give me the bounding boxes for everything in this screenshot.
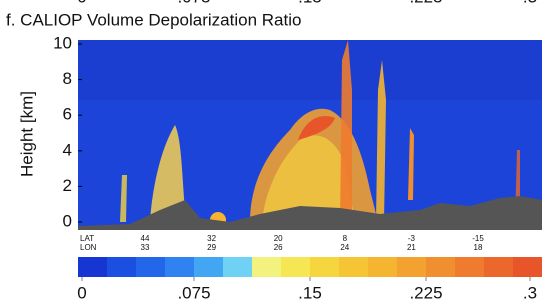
colorbar-swatch xyxy=(513,257,542,277)
colorbar-swatch xyxy=(165,257,195,277)
colorbar-tick-label-top: .15 xyxy=(298,0,322,6)
colorbar-swatch xyxy=(78,257,108,277)
colorbar-tick-label-top: .225 xyxy=(409,0,442,6)
y-tick-label: 10 xyxy=(53,33,72,52)
lon-value: 21 xyxy=(407,243,416,252)
lon-value: 24 xyxy=(340,243,349,252)
colorbar-swatch xyxy=(368,257,398,277)
y-tick-label: 8 xyxy=(63,69,72,88)
lat-value: 32 xyxy=(207,234,216,243)
y-tick-label: 4 xyxy=(63,140,72,159)
colorbar-swatch xyxy=(310,257,340,277)
colorbar-swatch xyxy=(107,257,137,277)
lat-label: LAT xyxy=(80,234,94,243)
lon-value: 26 xyxy=(274,243,283,252)
chart: f. CALIOP Volume Depolarization Ratio He… xyxy=(0,0,542,303)
lon-value: 18 xyxy=(474,243,483,252)
y-tick-label: 0 xyxy=(63,211,72,230)
colorbar-swatch xyxy=(194,257,224,277)
colorbar-swatch xyxy=(426,257,456,277)
colorbar-swatch xyxy=(397,257,427,277)
y-tick-label: 2 xyxy=(63,176,72,195)
colorbar-swatch xyxy=(455,257,485,277)
colorbar-tick-label: .15 xyxy=(298,283,322,302)
lat-value: -15 xyxy=(472,234,484,243)
colorbar-swatch xyxy=(339,257,369,277)
y-axis-label: Height [km] xyxy=(17,91,36,177)
lon-value: 33 xyxy=(141,243,150,252)
y-tick-label: 6 xyxy=(63,105,72,124)
curtain xyxy=(78,40,542,230)
lat-value: -3 xyxy=(408,234,416,243)
lat-value: 20 xyxy=(274,234,283,243)
colorbar-swatch xyxy=(136,257,166,277)
colorbar-tick-label: 0 xyxy=(77,283,86,302)
colorbar-tick-label-top: .3 xyxy=(523,0,537,6)
lat-value: 44 xyxy=(141,234,150,243)
colorbar-swatch xyxy=(281,257,311,277)
colorbar-swatch xyxy=(484,257,514,277)
colorbar-tick-label-top: .075 xyxy=(177,0,210,6)
colorbar-tick-label-top: 0 xyxy=(77,0,86,6)
colorbar-tick-label: .075 xyxy=(177,283,210,302)
colorbar-tick-label: .3 xyxy=(523,283,537,302)
colorbar-swatch xyxy=(252,257,282,277)
chart-title: f. CALIOP Volume Depolarization Ratio xyxy=(6,10,301,29)
colorbar-swatch xyxy=(223,257,253,277)
colorbar-tick-label: .225 xyxy=(409,283,442,302)
lat-value: 8 xyxy=(343,234,348,243)
lon-label: LON xyxy=(80,243,97,252)
lon-value: 29 xyxy=(207,243,216,252)
